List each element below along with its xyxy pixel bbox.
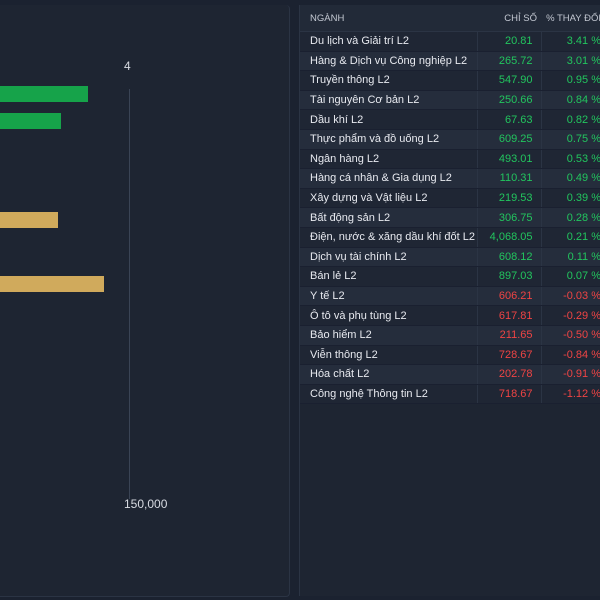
table-row[interactable]: Dịch vụ tài chính L2 608.12 0.11 % [300,247,600,268]
sector-cell: Y tế L2 [300,286,477,307]
axis-line [129,89,130,499]
index-cell: 202.78 [476,364,541,385]
bar-chart-panel: 4 150,000 [0,5,290,597]
index-cell: 606.21 [476,286,541,307]
index-cell: 20.81 [476,31,541,52]
index-cell: 110.31 [476,168,541,189]
index-cell: 728.67 [476,345,541,366]
index-cell: 4,068.05 [476,227,541,248]
change-cell: 0.21 % [540,227,600,248]
table-row[interactable]: Hóa chất L2 202.78 -0.91 % [300,364,600,385]
index-cell: 897.03 [476,266,541,287]
bar-gold-1 [0,212,58,228]
table-row[interactable]: Dầu khí L2 67.63 0.82 % [300,109,600,130]
index-cell: 219.53 [476,188,541,209]
change-cell: 0.84 % [540,90,600,111]
sector-cell: Hóa chất L2 [300,364,477,385]
sector-cell: Công nghệ Thông tin L2 [300,384,477,405]
table-row[interactable]: Điện, nước & xăng dầu khí đốt L2 4,068.05… [300,227,600,248]
change-cell: 3.41 % [540,31,600,52]
sector-cell: Thực phẩm và đồ uống L2 [300,129,477,150]
sector-table-panel: NGÀNH CHỈ SỐ % THAY ĐỔI Du lịch và Giải … [299,5,600,596]
sector-cell: Bảo hiểm L2 [300,325,477,346]
col-header-sector[interactable]: NGÀNH [300,5,477,32]
sector-cell: Xây dựng và Vật liệu L2 [300,188,477,209]
col-header-change[interactable]: % THAY ĐỔI [541,5,600,32]
table-row[interactable]: Ngân hàng L2 493.01 0.53 % [300,149,600,170]
index-cell: 250.66 [476,90,541,111]
bar-gold-2 [0,276,104,292]
axis-bottom-label: 150,000 [124,497,168,511]
axis-top-label: 4 [124,59,131,73]
change-cell: -0.29 % [540,305,600,326]
sector-table: NGÀNH CHỈ SỐ % THAY ĐỔI Du lịch và Giải … [300,5,600,405]
index-cell: 608.12 [476,247,541,268]
table-header-row: NGÀNH CHỈ SỐ % THAY ĐỔI [300,5,600,32]
sector-cell: Bất động sản L2 [300,207,477,228]
table-row[interactable]: Viễn thông L2 728.67 -0.84 % [300,345,600,366]
bar-green-2 [0,113,61,129]
change-cell: 0.75 % [540,129,600,150]
change-cell: 3.01 % [540,51,600,72]
table-row[interactable]: Y tế L2 606.21 -0.03 % [300,286,600,307]
index-cell: 211.65 [476,325,541,346]
col-header-index[interactable]: CHỈ SỐ [477,5,541,32]
table-row[interactable]: Du lịch và Giải trí L2 20.81 3.41 % [300,31,600,52]
change-cell: 0.53 % [540,149,600,170]
sector-cell: Điện, nước & xăng dầu khí đốt L2 [300,227,477,248]
bar-green-1 [0,86,88,102]
change-cell: 0.07 % [540,266,600,287]
index-cell: 493.01 [476,149,541,170]
sector-cell: Ngân hàng L2 [300,149,477,170]
change-cell: -0.03 % [540,286,600,307]
change-cell: 0.11 % [540,247,600,268]
sector-cell: Dầu khí L2 [300,109,477,130]
change-cell: -1.12 % [540,384,600,405]
sector-cell: Ô tô và phụ tùng L2 [300,305,477,326]
index-cell: 718.67 [476,384,541,405]
table-row[interactable]: Bán lẻ L2 897.03 0.07 % [300,266,600,287]
index-cell: 306.75 [476,207,541,228]
change-cell: 0.82 % [540,109,600,130]
table-row[interactable]: Xây dựng và Vật liệu L2 219.53 0.39 % [300,188,600,209]
table-row[interactable]: Truyền thông L2 547.90 0.95 % [300,70,600,91]
sector-cell: Du lịch và Giải trí L2 [300,31,477,52]
sector-cell: Hàng cá nhân & Gia dụng L2 [300,168,477,189]
table-row[interactable]: Hàng cá nhân & Gia dụng L2 110.31 0.49 % [300,168,600,189]
index-cell: 547.90 [476,70,541,91]
change-cell: -0.50 % [540,325,600,346]
change-cell: -0.91 % [540,364,600,385]
change-cell: 0.39 % [540,188,600,209]
table-row[interactable]: Tài nguyên Cơ bản L2 250.66 0.84 % [300,90,600,111]
change-cell: 0.49 % [540,168,600,189]
index-cell: 609.25 [476,129,541,150]
sector-cell: Truyền thông L2 [300,70,477,91]
index-cell: 265.72 [476,51,541,72]
change-cell: 0.95 % [540,70,600,91]
sector-cell: Dịch vụ tài chính L2 [300,247,477,268]
table-row[interactable]: Công nghệ Thông tin L2 718.67 -1.12 % [300,384,600,405]
table-row[interactable]: Hàng & Dịch vụ Công nghiệp L2 265.72 3.01 … [300,51,600,72]
sector-cell: Viễn thông L2 [300,345,477,366]
table-row[interactable]: Ô tô và phụ tùng L2 617.81 -0.29 % [300,305,600,326]
index-cell: 617.81 [476,305,541,326]
sector-cell: Bán lẻ L2 [300,266,477,287]
change-cell: 0.28 % [540,207,600,228]
table-row[interactable]: Bảo hiểm L2 211.65 -0.50 % [300,325,600,346]
sector-cell: Hàng & Dịch vụ Công nghiệp L2 [300,51,477,72]
change-cell: -0.84 % [540,345,600,366]
sector-cell: Tài nguyên Cơ bản L2 [300,90,477,111]
table-row[interactable]: Thực phẩm và đồ uống L2 609.25 0.75 % [300,129,600,150]
table-row[interactable]: Bất động sản L2 306.75 0.28 % [300,207,600,228]
index-cell: 67.63 [476,109,541,130]
